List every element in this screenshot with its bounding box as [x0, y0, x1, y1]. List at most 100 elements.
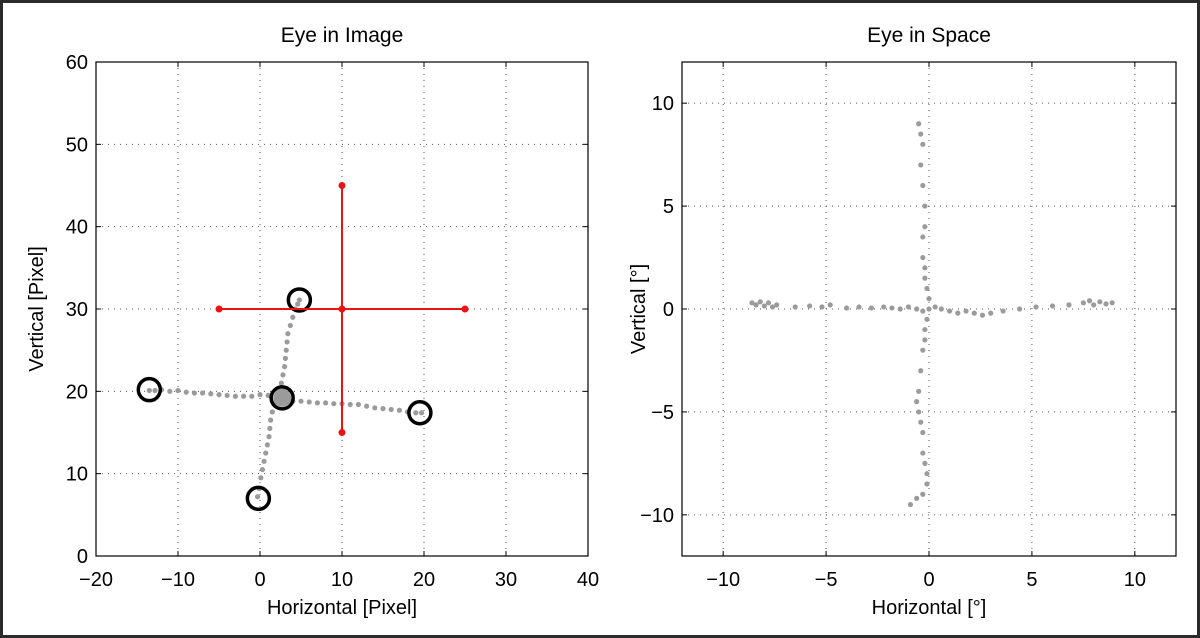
right-x-tick-label: 0 [923, 569, 934, 591]
right-data-point [819, 304, 825, 310]
left-data-point [278, 380, 284, 386]
right-data-point [918, 162, 924, 168]
right-x-tick-label: 5 [1026, 569, 1037, 591]
left-chart-title: Eye in Image [281, 24, 404, 47]
right-data-point [920, 182, 926, 189]
right-data-point [1091, 302, 1097, 308]
left-data-point [146, 387, 152, 394]
right-data-point [918, 368, 924, 374]
left-data-point [264, 442, 270, 448]
right-data-point [844, 305, 850, 311]
right-data-point [868, 305, 874, 311]
left-data-point [254, 494, 261, 500]
right-x-tick-label: −5 [815, 569, 838, 591]
left-data-point [267, 425, 273, 431]
left-data-point [331, 401, 337, 407]
left-data-point [208, 391, 214, 397]
left-data-point [355, 401, 361, 408]
left-calibration-circle [136, 376, 163, 403]
right-data-point [916, 121, 922, 127]
left-overlay-point [338, 429, 346, 436]
right-data-point [918, 131, 924, 137]
right-data-point [916, 388, 922, 394]
left-x-tick-label: 0 [254, 569, 265, 591]
left-y-tick-label: 60 [66, 52, 88, 74]
right-x-tick-label: −10 [706, 569, 740, 591]
right-data-point [897, 306, 903, 312]
left-data-point [175, 387, 181, 394]
right-data-point [988, 310, 994, 316]
left-y-tick-label: 40 [66, 217, 88, 239]
left-data-point [280, 372, 286, 378]
right-axes-box [681, 61, 1177, 557]
right-data-point [920, 234, 926, 240]
right-data-point [920, 141, 926, 147]
right-y-tick-label: 10 [652, 93, 674, 115]
left-data-point [268, 417, 274, 423]
right-data-point [932, 304, 938, 310]
right-data-point [1086, 298, 1093, 304]
right-data-point [757, 299, 763, 305]
right-plot-area: −10 −5 0 5 10 −10 −5 0 5 10 [640, 61, 1177, 591]
right-data-point [1097, 299, 1103, 305]
left-data-point [364, 403, 370, 409]
right-data-point [920, 347, 926, 353]
left-data-point [283, 347, 289, 353]
right-data-point [924, 316, 930, 322]
right-data-point [769, 304, 776, 310]
left-x-tick-label: −10 [161, 569, 195, 591]
right-data-point [924, 471, 930, 477]
left-x-tick-label: −20 [79, 569, 113, 591]
right-data-point [914, 495, 920, 501]
left-y-tick-label: 10 [66, 464, 88, 486]
left-x-tick-label: 40 [577, 569, 599, 591]
right-data-point [920, 450, 926, 456]
left-data-point [418, 410, 425, 416]
right-data-point [889, 305, 895, 311]
left-x-axis-label: Horizontal [Pixel] [267, 597, 417, 619]
left-calibration-circle [286, 287, 313, 313]
left-data-point [200, 390, 206, 396]
left-overlay-point [215, 305, 223, 313]
right-data-point [1080, 300, 1086, 306]
right-data-point [765, 300, 772, 306]
right-data-point [926, 296, 932, 302]
right-data-point [922, 224, 928, 230]
right-data-point [918, 419, 924, 425]
left-data-point [152, 387, 158, 394]
right-chart-title: Eye in Space [867, 24, 991, 47]
left-axes-box [95, 61, 589, 557]
left-data-point [269, 409, 275, 415]
right-data-point [1049, 303, 1056, 309]
left-calibration-circle [245, 485, 272, 512]
left-data-point [191, 390, 197, 396]
left-y-tick-label: 20 [66, 381, 88, 403]
right-data-point [924, 285, 930, 292]
left-data-point [261, 458, 267, 464]
right-data-point [914, 399, 920, 405]
left-center-fill [273, 388, 292, 407]
left-overlay-point [461, 305, 469, 313]
right-data-point [926, 306, 932, 312]
left-y-tick-label: 50 [66, 134, 88, 156]
left-data-point [249, 393, 255, 399]
left-data-point [241, 393, 247, 399]
right-data-point [979, 312, 986, 318]
left-data-point [216, 392, 222, 398]
right-data-point [856, 304, 862, 310]
left-data-point [347, 401, 353, 408]
left-data-point [284, 339, 290, 345]
right-data-point [922, 265, 928, 271]
left-data-point [413, 410, 419, 416]
left-x-tick-label: 20 [413, 569, 435, 591]
left-calibration-circle [407, 399, 433, 426]
left-data-point [314, 400, 320, 406]
left-data-point [298, 398, 304, 404]
right-data-point [920, 254, 926, 261]
left-data-point [266, 434, 272, 440]
right-data-point [963, 308, 969, 314]
right-data-point [1109, 300, 1115, 306]
left-y-tick-label: 30 [66, 299, 88, 321]
